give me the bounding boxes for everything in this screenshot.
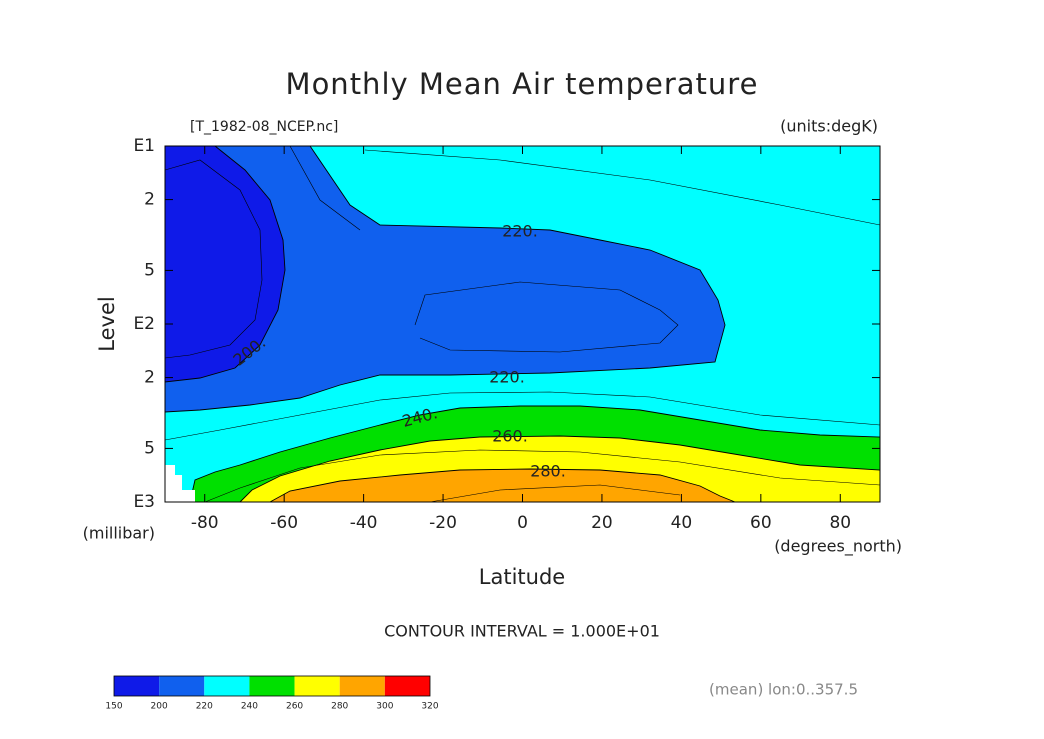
contour-line — [364, 149, 881, 226]
source-label: [T_1982-08_NCEP.nc] — [190, 119, 338, 135]
x-tick-label: -60 — [270, 513, 298, 533]
y-axis-title: Level — [95, 296, 119, 351]
y-tick-label: 2 — [144, 190, 155, 210]
contour-line — [204, 449, 881, 503]
colorbar-swatch — [204, 676, 250, 696]
y-units: (millibar) — [83, 524, 155, 543]
colorbar-label: 280 — [331, 702, 348, 712]
contour-line — [289, 145, 361, 231]
contour-label: 220. — [489, 368, 525, 387]
y-tick-label: E1 — [133, 136, 155, 156]
x-axis-title: Latitude — [479, 565, 565, 589]
contour-interval: CONTOUR INTERVAL = 1.000E+01 — [384, 622, 660, 641]
contour-band — [164, 145, 726, 413]
units-label: (units:degK) — [780, 117, 878, 136]
contour-label: 220. — [502, 222, 538, 241]
x-tick-label: 0 — [517, 513, 528, 533]
colorbar-frame — [113, 675, 431, 697]
x-tick-label: 40 — [671, 513, 693, 533]
colorbar-label: 200 — [151, 702, 168, 712]
contour-label: 260. — [492, 427, 528, 446]
y-tick-label: E2 — [133, 314, 155, 334]
x-tick-label: 20 — [591, 513, 613, 533]
y-tick-label: E3 — [133, 492, 155, 512]
chart-title: Monthly Mean Air temperature — [286, 67, 759, 101]
x-tick-label: -40 — [350, 513, 378, 533]
contour-line — [414, 281, 679, 353]
x-tick-label: 60 — [750, 513, 772, 533]
colorbar-swatch — [294, 676, 340, 696]
colorbar-swatch — [339, 676, 385, 696]
y-tick-label: 5 — [144, 260, 155, 280]
missing-data — [165, 465, 195, 502]
contour-line — [164, 391, 881, 441]
colorbar-label: 320 — [421, 702, 438, 712]
colorbar-swatch — [114, 676, 160, 696]
x-units: (degrees_north) — [774, 537, 902, 557]
contour-label: 280. — [530, 462, 566, 481]
colorbar-label: 220 — [196, 702, 213, 712]
x-tick-label: -80 — [191, 513, 219, 533]
contour-line — [164, 159, 263, 359]
y-tick-label: 5 — [144, 438, 155, 458]
contour-band — [269, 468, 736, 503]
colorbar-swatch — [159, 676, 205, 696]
colorbar-label: 260 — [286, 702, 303, 712]
colorbar-swatch — [249, 676, 295, 696]
contour-line — [429, 484, 681, 503]
contour-band — [164, 145, 286, 383]
x-tick-label: 80 — [829, 513, 851, 533]
footnote: (mean) lon:0..357.5 — [709, 681, 858, 699]
colorbar-label: 300 — [376, 702, 393, 712]
colorbar-swatch — [384, 676, 430, 696]
x-tick-label: -20 — [429, 513, 457, 533]
y-tick-label: 2 — [144, 368, 155, 388]
colorbar-label: 150 — [105, 702, 122, 712]
colorbar-label: 240 — [241, 702, 258, 712]
